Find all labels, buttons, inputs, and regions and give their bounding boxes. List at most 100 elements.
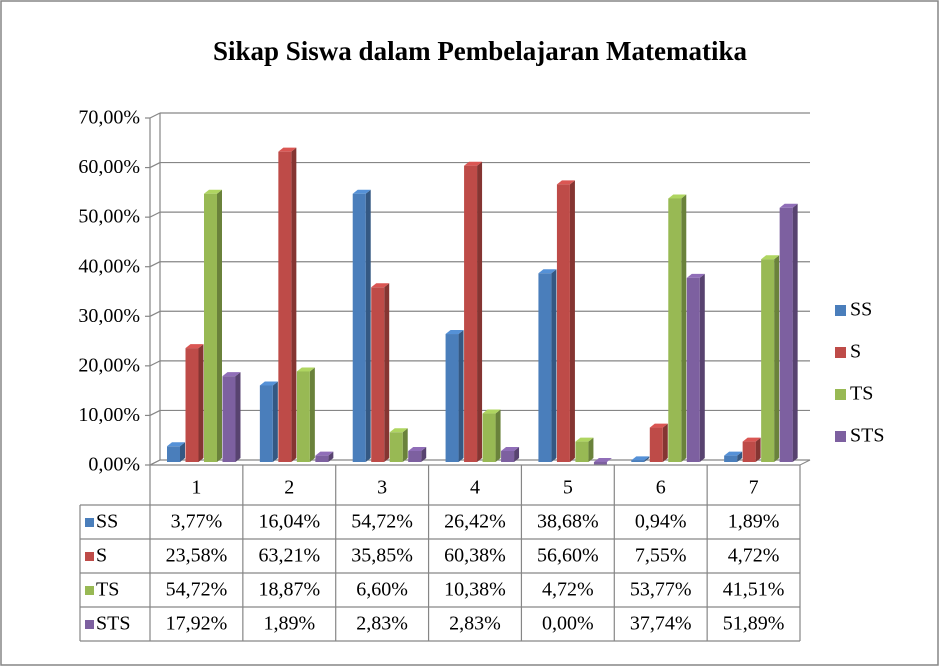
data-label: 56,60% xyxy=(537,545,599,567)
bar-top xyxy=(371,283,390,288)
bar-front xyxy=(464,165,478,462)
bar xyxy=(389,428,408,462)
grid-line-side xyxy=(149,409,161,416)
data-label: 1,89% xyxy=(728,511,780,533)
table-series-name: TS xyxy=(96,579,119,601)
bar-front xyxy=(556,184,570,462)
data-label: 35,85% xyxy=(351,545,413,567)
bar xyxy=(556,180,575,462)
grid-line-side xyxy=(149,459,161,466)
x-tick-label: 3 xyxy=(377,477,387,499)
data-label: 17,92% xyxy=(166,613,228,635)
bar-top xyxy=(389,428,408,433)
bar-side xyxy=(588,437,594,462)
data-label: 54,72% xyxy=(351,511,413,533)
y-tick-label: 0,00% xyxy=(88,454,140,476)
data-label: 23,58% xyxy=(166,545,228,567)
bar-top xyxy=(167,442,185,447)
table-series-name: STS xyxy=(96,613,130,635)
y-tick-label: 30,00% xyxy=(78,305,140,327)
y-tick-label: 20,00% xyxy=(78,354,140,376)
bar-top xyxy=(259,381,278,386)
legend-key xyxy=(835,431,846,442)
bar-side xyxy=(235,372,241,462)
bar-front xyxy=(352,193,366,462)
x-tick-label: 1 xyxy=(191,477,201,499)
bar-front xyxy=(779,207,793,462)
legend-key xyxy=(835,347,846,358)
bar xyxy=(167,442,185,462)
y-tick-label: 40,00% xyxy=(78,255,140,277)
data-label: 2,83% xyxy=(356,613,408,635)
bar-front xyxy=(204,193,217,462)
bar-top xyxy=(352,189,371,194)
bar xyxy=(315,451,334,462)
grid-line-side xyxy=(149,360,161,367)
legend-key xyxy=(835,389,846,400)
bar-front xyxy=(389,432,403,462)
data-label: 7,55% xyxy=(635,545,687,567)
data-label: 18,87% xyxy=(258,579,320,601)
data-label: 1,89% xyxy=(263,613,315,635)
bar xyxy=(538,269,557,462)
bar xyxy=(686,273,705,462)
grid-line-side xyxy=(149,310,161,317)
bar-front xyxy=(445,334,459,462)
data-label: 53,77% xyxy=(630,579,692,601)
bar xyxy=(352,189,371,462)
bar-front xyxy=(686,277,700,462)
data-label: 54,72% xyxy=(166,579,228,601)
bar-top xyxy=(296,367,315,372)
bar xyxy=(649,423,668,462)
data-label: 3,77% xyxy=(171,511,223,533)
bar-top xyxy=(649,423,668,428)
bar-top xyxy=(204,189,222,194)
bar-side xyxy=(291,147,297,462)
bar-side xyxy=(421,446,427,462)
bar-side xyxy=(737,451,743,462)
bar-side xyxy=(755,437,761,462)
bar-side xyxy=(402,428,408,462)
table-legend-key xyxy=(85,586,94,595)
bar-top xyxy=(724,451,743,456)
table-legend-key xyxy=(85,620,94,629)
bar-front xyxy=(631,460,645,462)
bar-top xyxy=(631,456,650,461)
bar-side xyxy=(309,367,315,462)
bar-top xyxy=(464,161,483,166)
bar-front xyxy=(315,455,329,462)
bar-side xyxy=(217,189,222,462)
chart-title: Sikap Siswa dalam Pembelajaran Matematik… xyxy=(213,36,748,66)
bar-front xyxy=(761,259,775,462)
bar-side xyxy=(180,442,185,462)
bar xyxy=(482,409,501,462)
bar-side xyxy=(699,273,705,462)
data-label: 6,60% xyxy=(356,579,408,601)
bar-top xyxy=(185,344,204,349)
bar-top xyxy=(278,147,297,152)
data-label: 16,04% xyxy=(258,511,320,533)
data-label: 63,21% xyxy=(258,545,320,567)
bar-front xyxy=(482,413,496,462)
bar-side xyxy=(384,283,390,462)
legend-label: TS xyxy=(850,383,873,405)
data-label: 10,38% xyxy=(444,579,506,601)
bar xyxy=(371,283,390,462)
bar xyxy=(668,194,687,463)
bar-front xyxy=(742,441,756,462)
bar xyxy=(204,189,222,462)
bar xyxy=(593,458,612,465)
bar-front xyxy=(408,450,422,462)
bar xyxy=(445,330,464,462)
bar-side xyxy=(792,203,798,462)
bar-side xyxy=(198,344,204,462)
legend-key xyxy=(835,305,846,316)
bar-top xyxy=(742,437,761,442)
bar xyxy=(259,381,278,462)
table-legend-key xyxy=(85,552,94,561)
bar-side xyxy=(458,330,464,462)
data-label: 38,68% xyxy=(537,511,599,533)
bar-top xyxy=(222,372,241,377)
bar-front xyxy=(259,385,273,462)
